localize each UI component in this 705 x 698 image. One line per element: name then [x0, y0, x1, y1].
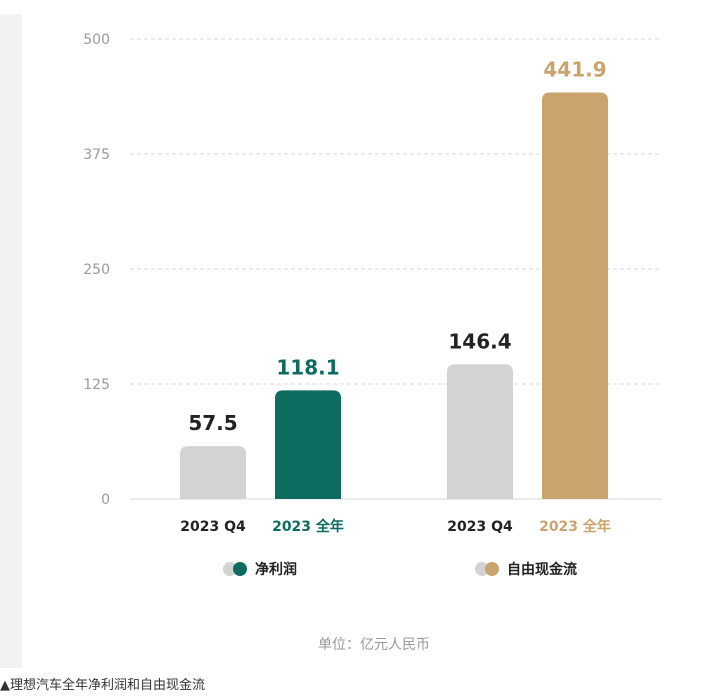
- bar: [275, 390, 341, 499]
- legend-label: 自由现金流: [507, 561, 577, 578]
- x-tick-label: 2023 Q4: [180, 519, 246, 535]
- left-margin-strip: [0, 14, 22, 668]
- y-tick-label: 250: [83, 262, 110, 278]
- y-tick-label: 125: [83, 377, 110, 393]
- x-tick-label: 2023 全年: [539, 518, 611, 535]
- x-tick-label: 2023 全年: [272, 518, 344, 535]
- data-label: 146.4: [448, 329, 511, 353]
- chart-card: 0 125 250 375 500 57.5 2023 Q4 118.1 2023 全年 146.…: [22, 0, 705, 668]
- data-label: 441.9: [543, 57, 606, 81]
- bar: [447, 364, 513, 499]
- legend-label: 净利润: [255, 561, 297, 578]
- legend-swatch: [233, 562, 247, 576]
- legend-swatch: [223, 562, 237, 576]
- data-label: 118.1: [276, 355, 339, 379]
- y-tick-label: 375: [83, 147, 110, 163]
- legend-swatch: [485, 562, 499, 576]
- y-tick-label: 0: [101, 492, 110, 508]
- bar-chart: 0 125 250 375 500 57.5 2023 Q4 118.1 2023 全年 146.…: [83, 32, 662, 653]
- unit-note: 单位：亿元人民币: [318, 637, 430, 653]
- y-tick-label: 500: [83, 32, 110, 48]
- data-label: 57.5: [188, 411, 237, 435]
- bar: [542, 92, 608, 500]
- x-tick-label: 2023 Q4: [447, 519, 513, 535]
- bar: [180, 446, 246, 499]
- figure-caption: ▲理想汽车全年净利润和自由现金流: [0, 678, 205, 693]
- legend-swatch: [475, 562, 489, 576]
